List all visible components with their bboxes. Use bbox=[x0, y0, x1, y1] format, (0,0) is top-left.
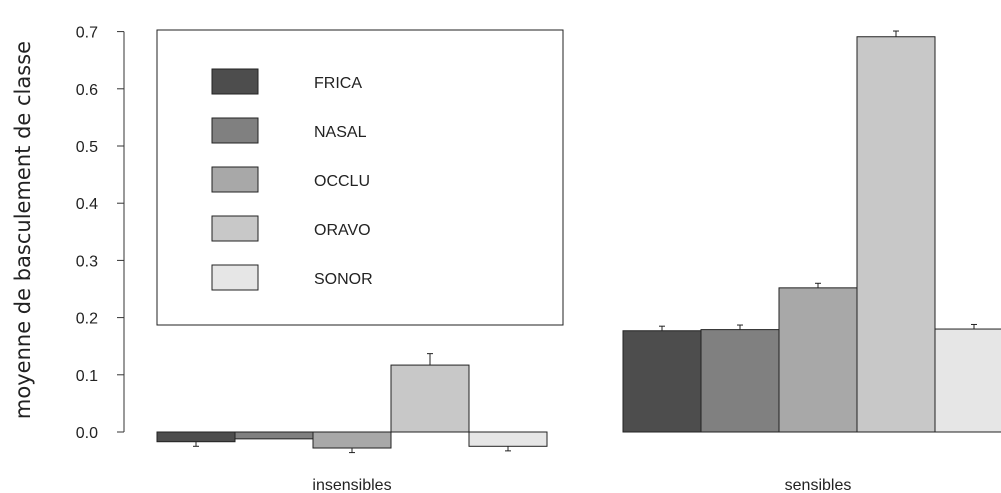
x-category-label: sensibles bbox=[785, 477, 852, 493]
legend-swatch-sonor bbox=[211, 264, 259, 291]
legend-swatch-frica bbox=[211, 68, 259, 95]
bar-occlu-insensibles bbox=[312, 431, 392, 449]
x-category-label: insensibles bbox=[312, 477, 391, 493]
y-tick-label: 0.5 bbox=[76, 139, 98, 156]
legend-swatch-nasal bbox=[211, 117, 259, 144]
bars-group bbox=[156, 30, 1001, 454]
y-axis: 0.0 0.1 0.2 0.3 0.4 0.5 0.6 0.7 bbox=[76, 25, 125, 442]
legend-label: ORAVO bbox=[314, 222, 371, 239]
bar-frica-insensibles bbox=[156, 431, 236, 443]
x-axis-labels: insensibles sensibles bbox=[312, 477, 851, 493]
y-axis-label: moyenne de basculement de classe bbox=[11, 41, 35, 419]
bar-oravo-insensibles bbox=[390, 364, 470, 433]
y-tick-label: 0.1 bbox=[76, 368, 98, 385]
legend: FRICA NASAL OCCLU ORAVO SONOR bbox=[156, 29, 564, 326]
bar-sonor-sensibles bbox=[934, 328, 1001, 433]
y-tick-label: 0.7 bbox=[76, 25, 98, 42]
y-tick-label: 0.3 bbox=[76, 253, 98, 270]
bar-sonor-insensibles bbox=[468, 431, 548, 447]
bar-occlu-sensibles bbox=[778, 287, 858, 433]
bar-nasal-sensibles bbox=[700, 329, 780, 433]
bar-oravo-sensibles bbox=[856, 36, 936, 433]
legend-label: NASAL bbox=[314, 124, 367, 141]
legend-label: FRICA bbox=[314, 75, 362, 92]
bar-frica-sensibles bbox=[622, 330, 702, 433]
legend-swatch-oravo bbox=[211, 215, 259, 242]
y-tick-label: 0.4 bbox=[76, 196, 98, 213]
bar-nasal-insensibles bbox=[234, 431, 314, 440]
legend-label: OCCLU bbox=[314, 173, 370, 190]
legend-label: SONOR bbox=[314, 271, 373, 288]
y-tick-label: 0.6 bbox=[76, 82, 98, 99]
y-tick-label: 0.0 bbox=[76, 425, 98, 442]
y-tick-label: 0.2 bbox=[76, 311, 98, 328]
legend-swatch-occlu bbox=[211, 166, 259, 193]
